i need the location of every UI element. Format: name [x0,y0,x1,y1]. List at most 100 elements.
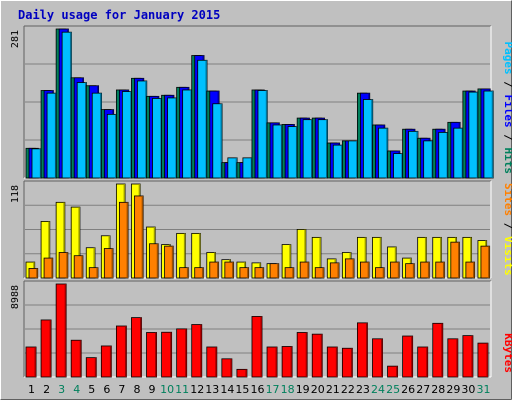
bar-hits-pages-day-24 [378,127,389,179]
bar-visits-sites-day-4 [73,255,84,279]
day-label-28: 28 [431,383,445,396]
day-label-18: 18 [281,383,295,396]
day-label-6: 6 [103,383,110,396]
bar-kbytes-kbytes-day-20 [311,333,323,378]
legend-hits: Hits [502,148,512,175]
bar-hits-pages-day-15 [242,157,253,179]
bar-hits-pages-day-2 [46,92,57,179]
bar-visits-sites-day-7 [118,201,129,279]
bar-visits-sites-day-29 [450,241,460,279]
day-label-8: 8 [133,383,140,396]
bar-kbytes-kbytes-day-17 [266,346,278,378]
bar-kbytes-kbytes-day-8 [131,317,142,378]
day-label-15: 15 [235,383,249,396]
panel-kbytes-ymax-label: 8988 [10,285,21,309]
bar-visits-sites-day-26 [405,263,415,279]
day-labels: 1 2 3 4 5 6 7 8 9 10 11 12 13 14 15 16 17 18 19 20 21 22 23 24 2… [28,383,490,396]
bar-kbytes-kbytes-day-26 [402,335,414,378]
bar-hits-pages-day-13 [212,103,223,179]
bar-visits-sites-day-1 [28,268,39,279]
day-label-2: 2 [43,383,50,396]
bar-kbytes-kbytes-day-19 [296,332,308,378]
bar-visits-sites-day-21 [329,262,340,279]
bar-visits-sites-day-24 [375,267,385,279]
panel-visits-legend: Sites / Visits [502,183,512,276]
bar-visits-sites-day-23 [360,261,370,279]
panel-visits: 118 Sites / Visits [10,180,512,279]
bar-hits-pages-day-3 [61,31,72,179]
bar-visits-sites-day-11 [179,267,189,279]
bar-kbytes-kbytes-day-1 [25,346,37,378]
bar-kbytes-kbytes-day-24 [372,338,383,378]
bar-hits-pages-day-17 [272,124,283,179]
bar-kbytes-kbytes-day-14 [221,358,233,378]
bar-visits-sites-day-5 [88,267,99,279]
bar-visits-sites-day-16 [254,267,265,279]
bar-visits-sites-day-30 [465,261,476,279]
bar-kbytes-kbytes-day-4 [70,339,82,378]
bar-hits-pages-day-30 [468,91,479,179]
bar-visits-sites-day-3 [58,252,69,279]
bar-kbytes-kbytes-day-5 [85,357,97,378]
day-label-7: 7 [118,383,125,396]
day-label-24: 24 [371,383,385,396]
bar-kbytes-kbytes-day-7 [115,325,127,378]
day-label-3: 3 [58,383,65,396]
panel-kbytes-legend: KBytes [502,333,512,373]
day-label-13: 13 [205,383,219,396]
bar-visits-sites-day-31 [480,245,491,279]
bar-kbytes-kbytes-day-21 [326,346,338,378]
day-label-14: 14 [220,383,234,396]
bar-visits-sites-day-28 [435,261,445,279]
bar-kbytes-kbytes-day-3 [55,283,67,378]
bar-hits-pages-day-1 [31,148,42,179]
day-label-9: 9 [149,383,156,396]
bar-kbytes-kbytes-day-6 [100,345,112,378]
bar-kbytes-kbytes-day-23 [357,322,368,378]
bar-hits-pages-day-10 [167,97,178,179]
day-label-11: 11 [175,383,189,396]
bar-hits-pages-day-31 [483,90,494,179]
bar-kbytes-kbytes-day-2 [40,319,52,378]
bar-hits-pages-day-18 [287,126,298,179]
day-label-26: 26 [401,383,415,396]
bar-visits-sites-day-25 [390,261,400,279]
bar-visits-sites-day-13 [209,261,219,279]
day-label-21: 21 [326,383,340,396]
legend-visits: Visits [502,236,512,276]
day-label-10: 10 [160,383,174,396]
bar-hits-pages-day-29 [453,127,464,179]
bar-kbytes-kbytes-day-30 [462,335,474,378]
bar-visits-sites-day-27 [420,261,430,279]
bar-hits-pages-day-27 [423,140,434,179]
chart-panels: 281 Pages / Files / Hits 118 Sites / Visits… [10,25,512,378]
bar-visits-sites-day-17 [269,263,280,279]
bar-hits-pages-day-7 [121,91,133,179]
bar-visits-sites-day-19 [299,261,310,279]
bar-kbytes-kbytes-day-22 [341,347,353,378]
day-label-17: 17 [266,383,280,396]
bar-hits-pages-day-22 [347,140,359,179]
bar-kbytes-kbytes-day-15 [236,368,248,378]
legend-pages: Pages [502,42,512,75]
day-label-5: 5 [88,383,95,396]
bar-hits-pages-day-16 [257,90,268,179]
day-label-1: 1 [28,383,35,396]
panel-hits-legend: Pages / Files / Hits [502,42,512,175]
day-label-27: 27 [416,383,430,396]
bar-visits-sites-day-10 [164,245,174,279]
bar-kbytes-kbytes-day-31 [477,342,489,378]
bar-kbytes-kbytes-day-27 [417,346,429,378]
bar-visits-sites-day-2 [43,257,54,279]
bar-hits-pages-day-28 [438,131,449,179]
bar-visits-sites-day-6 [103,248,114,279]
day-label-31: 31 [476,383,490,396]
bar-hits-pages-day-4 [76,82,87,179]
bar-hits-pages-day-25 [393,153,404,179]
panel-visits-ymax-label: 118 [10,185,21,203]
day-label-30: 30 [461,383,475,396]
bar-hits-pages-day-26 [408,130,419,179]
bar-hits-pages-day-6 [106,113,118,179]
bar-visits-sites-day-18 [284,267,295,279]
